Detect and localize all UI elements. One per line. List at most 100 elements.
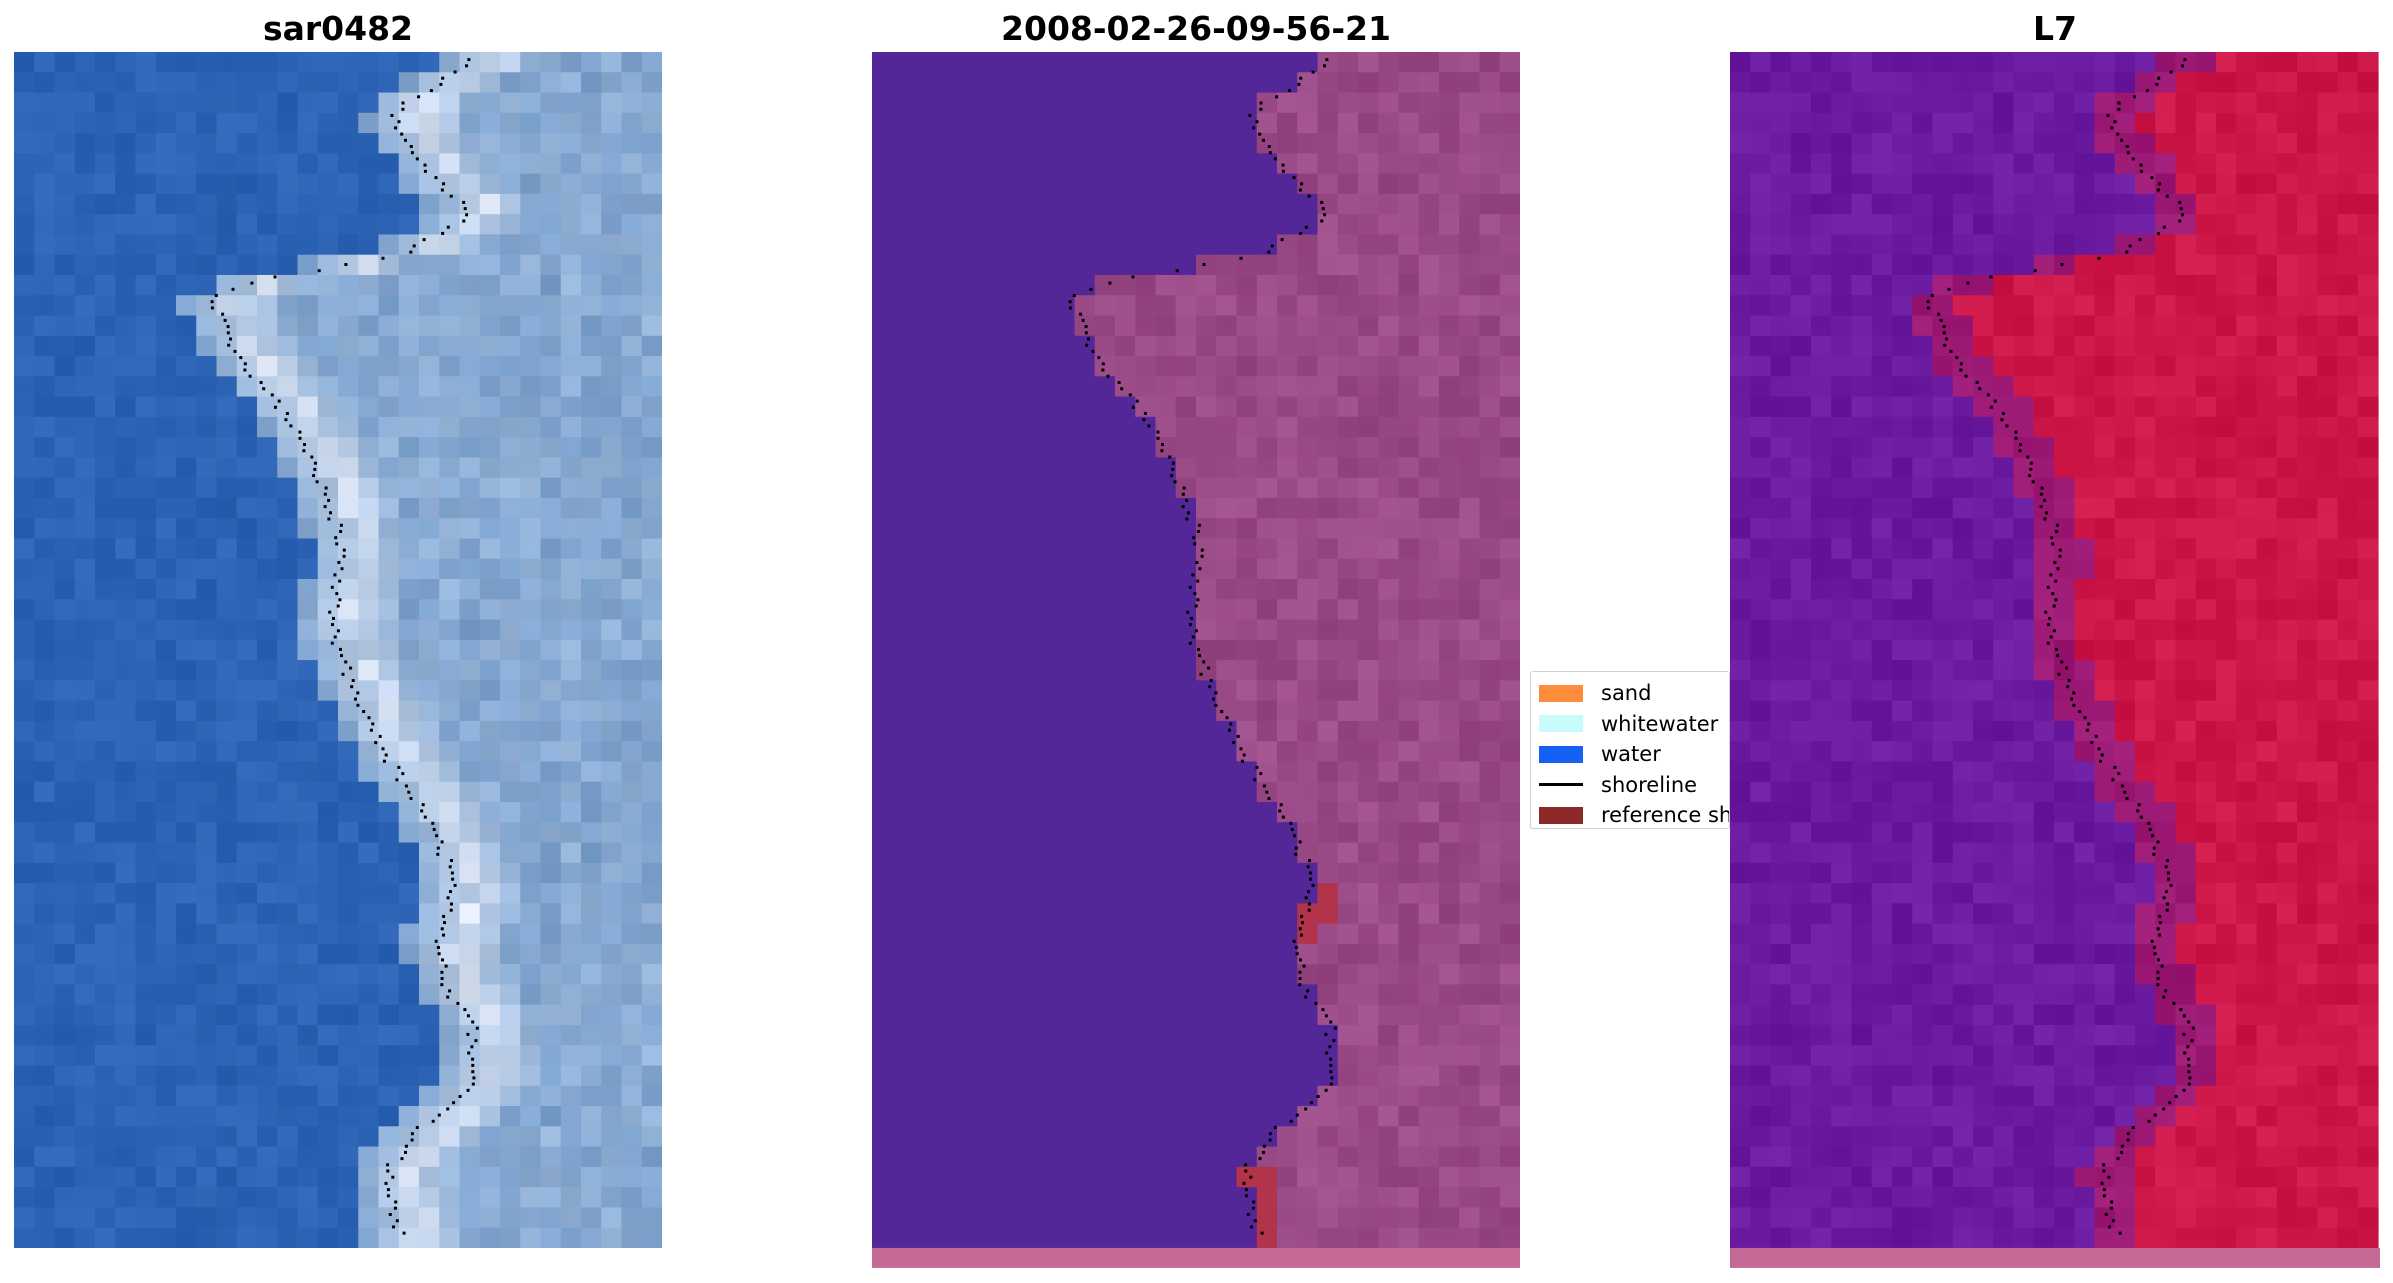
pixel [74,1166,96,1188]
pixel [1155,700,1177,722]
shoreline-point [1200,548,1204,552]
pixel [338,660,359,681]
pixel [459,457,481,479]
pixel [1054,193,1076,215]
pixel [1337,639,1359,661]
pixel [993,315,1015,337]
pixel [1358,335,1379,357]
pixel [1418,1085,1440,1107]
pixel [34,639,56,661]
pixel [1499,72,1520,94]
pixel [317,92,339,114]
shoreline-point [431,1119,435,1123]
shoreline-point [1302,964,1306,968]
pixel [1277,518,1298,540]
pixel [2216,153,2237,175]
pixel [1499,1045,1520,1067]
shoreline-point [313,461,317,465]
pixel [932,52,954,73]
pixel [1973,133,1994,154]
pixel [520,315,542,337]
shoreline-point [450,902,453,906]
pixel [973,1227,995,1249]
pixel [1479,579,1501,600]
pixel [621,964,643,986]
pixel [1378,315,1400,337]
pixel [135,1187,157,1208]
shoreline-point [1207,666,1211,670]
pixel [953,396,974,418]
pixel [1770,376,1792,398]
pixel [1074,923,1096,945]
shoreline-point [1089,287,1093,291]
pixel [1155,842,1177,864]
pixel [1499,437,1520,458]
pixel [2013,295,2035,317]
pixel [479,153,501,175]
pixel [1398,781,1420,803]
pixel [1196,680,1217,702]
pixel [2276,416,2298,438]
pixel [1115,579,1136,600]
pixel [1337,579,1359,600]
pixel [1479,234,1501,256]
pixel [14,984,35,1006]
pixel [601,660,623,681]
pixel [216,862,238,884]
pixel [1851,112,1873,134]
pixel [973,518,995,540]
pixel [1135,1126,1157,1148]
pixel [317,822,339,844]
pixel [419,1126,440,1148]
pixel [560,518,582,540]
pixel [1398,700,1420,722]
pixel [560,700,582,722]
pixel [338,52,359,73]
pixel [2074,518,2096,540]
pixel [1175,579,1197,600]
pixel [1831,173,1853,195]
pixel [1459,1187,1481,1208]
pixel [2094,234,2116,256]
pixel [1730,315,1751,337]
pixel [95,72,116,94]
pixel [1135,761,1157,783]
pixel [1297,1106,1319,1127]
pixel [155,477,177,499]
pixel [1256,254,1278,276]
shoreline-point [1220,710,1224,713]
pixel [601,1146,623,1168]
pixel [1155,1187,1177,1208]
pixel [621,801,643,823]
pixel [115,639,137,661]
pixel [2054,457,2075,479]
pixel [2337,254,2359,276]
pixel [912,274,934,296]
pixel [973,903,995,925]
pixel [1115,234,1136,256]
pixel [2054,518,2075,540]
pixel [155,700,177,722]
pixel [1297,1085,1319,1107]
shoreline-point [1268,1138,1272,1142]
pixel [1297,579,1319,600]
pixel [1439,538,1460,560]
pixel [419,1085,440,1107]
pixel [135,193,157,215]
shoreline-point [1160,449,1164,453]
pixel [1196,335,1217,357]
shoreline-point [340,654,343,658]
pixel [1831,518,1853,540]
pixel [1337,862,1359,884]
pixel [338,619,359,641]
pixel [115,1024,137,1046]
shoreline-point [435,834,439,838]
pixel [1196,315,1217,337]
pixel [1135,741,1157,763]
pixel [2094,133,2116,154]
pixel [1479,1166,1501,1188]
pixel [1196,883,1217,904]
pixel [439,660,461,681]
pixel [176,1065,197,1087]
pixel [540,1207,562,1229]
